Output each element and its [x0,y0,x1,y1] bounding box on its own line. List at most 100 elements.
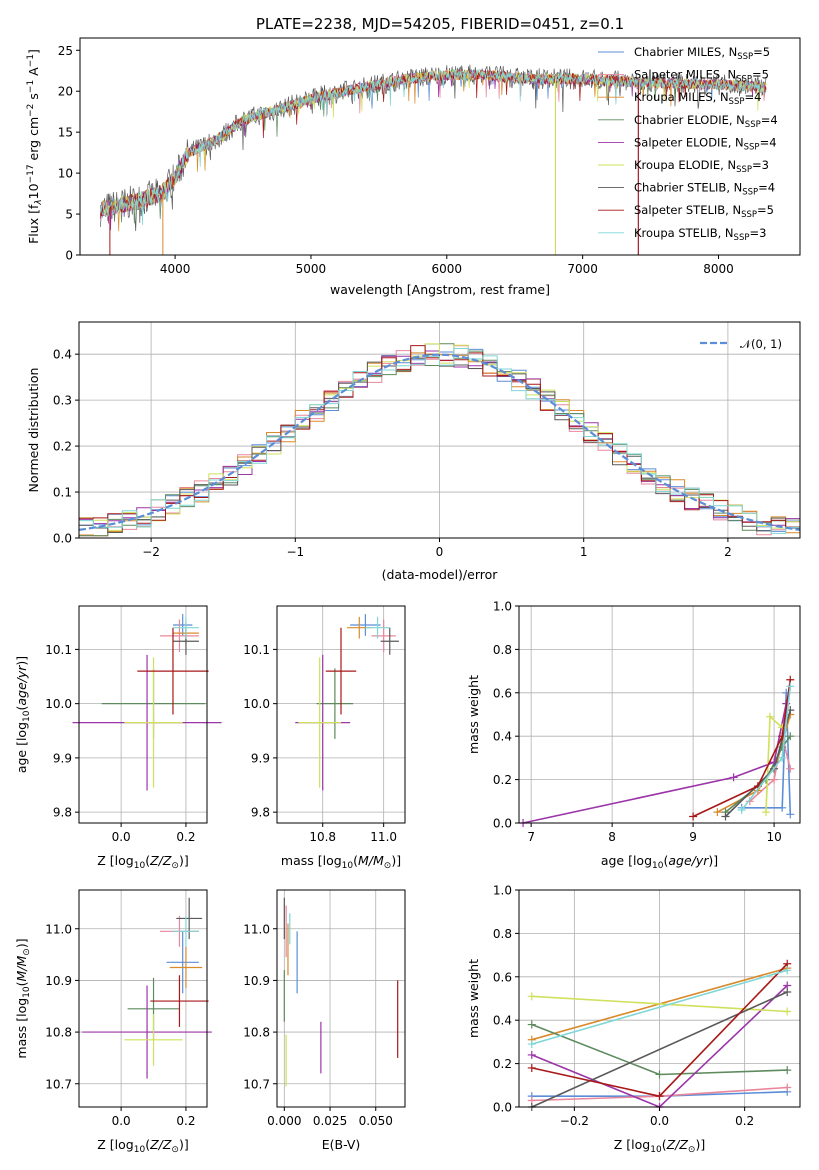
y-axis-label: mass [log10(M/M⊙)] [14,938,32,1058]
x-axis-label: mass [log10(M/M⊙)] [281,853,401,871]
x-tick-label: 0.0 [112,830,131,844]
x-tick-label: 7000 [567,262,598,276]
label-part: 10 [26,183,41,199]
x-tick-label: −1 [286,545,304,559]
y-tick-label: 10.1 [243,643,270,657]
label-part: )] [14,938,29,948]
x-tick-label: 1 [580,545,588,559]
label-part: )] [179,1137,189,1152]
label-part: s [26,93,41,104]
x-tick-label: 10 [766,830,781,844]
label-part: Z/Z [149,1137,172,1152]
y-tick-label: 11.0 [45,922,72,936]
label-part: age/yr [668,853,709,868]
label-part: ( [663,853,668,868]
plot-area [295,614,399,791]
weight-marker [527,1063,536,1072]
y-tick-label: 10.9 [45,974,72,988]
plot-area [519,675,795,827]
label-part: ⊙ [22,948,32,956]
weight-marker [761,808,770,817]
plot-area [78,343,801,537]
figure-title: PLATE=2238, MJD=54205, FIBERID=0451, z=0… [256,15,624,33]
label-part: M/M [14,955,29,981]
x-tick-label: 0.2 [176,1114,195,1128]
weight-marker [737,805,746,814]
label-part: −17 [26,164,36,183]
weight-line [741,692,792,815]
label-part: ( [145,1137,150,1152]
label-part: )] [179,853,189,868]
y-tick-label: 0.8 [493,927,512,941]
x-tick-label: 11.0 [370,830,397,844]
weight-marker [655,1070,664,1079]
weight-line [531,969,788,1045]
y-tick-label: 5 [65,208,73,222]
label-part: Z [log [614,1137,650,1152]
legend-text: Kroupa MILES, N [634,90,729,104]
label-part: −1 [26,54,36,67]
legend-text: =4 [758,181,775,195]
legend-sub: SSP [736,75,752,85]
label-part: ( [14,981,29,986]
weight-marker [786,682,795,691]
label-part: 10 [650,1145,662,1155]
x-tick-label: 0.2 [735,1114,754,1128]
x-tick-label: 0.000 [267,1114,301,1128]
legend-sub: SSP [729,97,745,107]
panel-age_vs_Z: 0.0 0.29.89.910.010.1Z [log10(Z/Z⊙)]age [… [14,605,222,871]
weight-marker [729,773,738,782]
axes-frame [518,605,801,824]
weight-marker [783,966,792,975]
weight-line [531,991,788,1108]
legend-text: =5 [757,203,774,217]
label-part: )] [391,853,401,868]
label-part: Flux [f [26,204,41,244]
y-tick-label: 10.0 [45,697,72,711]
x-axis-label: E(B-V) [322,1137,361,1152]
label-part: Z/Z [149,853,172,868]
y-tick-label: 10.1 [45,643,72,657]
label-part: age [log [14,722,29,773]
x-tick-label: 0 [436,545,444,559]
x-tick-label: 0.2 [176,830,195,844]
weight-marker [770,775,779,784]
legend-label: Kroupa MILES, NSSP=4 [634,90,761,107]
legend-text: Chabrier STELIB, N [634,181,742,195]
weight-marker [786,764,795,773]
panel-massweight_vs_Z: −0.2 0.0 0.2 0.0 0.2 0.4 0.6 0.8 1.0 Z [log10(Z/Z… [466,884,801,1155]
weight-marker [783,1066,792,1075]
y-axis-label: Flux [fλ10−17 erg cm−2 s−1 A−1] [26,49,44,244]
y-tick-label: 10.7 [243,1077,270,1091]
legend-sub: SSP [741,210,757,220]
legend-sub: SSP [737,52,753,62]
x-tick-label: 9 [689,830,697,844]
label-part: ( [353,853,358,868]
y-tick-label: 0.2 [53,440,72,454]
y-tick-label: 0.4 [493,730,512,744]
x-tick-label: 0.025 [313,1114,347,1128]
x-tick-label: 5000 [296,262,327,276]
y-tick-label: 10 [58,167,73,181]
label-part: ( [14,706,29,711]
panel-residuals: −2 −1 0 1 2 0.0 0.1 0.2 0.3 0.4 𝒩(0, 1) (data-model… [26,321,801,582]
x-tick-label: −0.2 [560,1114,589,1128]
x-tick-label: 8 [608,830,616,844]
label-part: age/yr [14,665,29,706]
weight-marker [778,803,787,812]
label-part: ⊙ [171,861,179,871]
label-part: 10 [134,1145,146,1155]
legend-label: Chabrier STELIB, NSSP=4 [634,181,775,198]
label-part: ] [26,49,41,54]
legend-text: =3 [749,226,766,240]
y-tick-label: 0 [65,249,73,263]
legend-text: =5 [752,68,769,82]
label-part: ⊙ [384,861,392,871]
panel-spectrum: 4000 5000 6000 7000 8000 0 5 10 15 20 25 wavelength… [26,37,801,297]
y-tick-label: 15 [58,126,73,140]
panel-mass_vs_EBV: 0.000 0.025 0.050 10.7 10.8 10.9 11.0 E(B-V) [243,889,406,1152]
y-tick-label: 9.8 [53,806,72,820]
y-tick-label: 20 [58,85,73,99]
legend-text: =4 [744,90,761,104]
